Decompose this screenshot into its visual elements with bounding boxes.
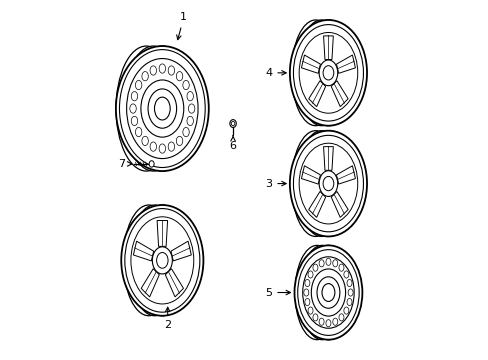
Text: 4: 4 (264, 68, 285, 78)
Ellipse shape (291, 131, 339, 237)
Ellipse shape (304, 20, 352, 126)
Ellipse shape (150, 142, 156, 151)
Ellipse shape (186, 116, 193, 126)
Ellipse shape (294, 246, 362, 340)
Ellipse shape (137, 205, 187, 316)
Ellipse shape (289, 20, 366, 126)
Ellipse shape (152, 247, 172, 274)
Polygon shape (301, 55, 320, 73)
Polygon shape (330, 192, 347, 217)
Ellipse shape (332, 260, 337, 267)
Ellipse shape (312, 264, 317, 271)
Ellipse shape (229, 120, 236, 127)
Polygon shape (157, 220, 167, 246)
Ellipse shape (297, 20, 345, 126)
Text: 6: 6 (229, 135, 236, 151)
Ellipse shape (123, 205, 174, 316)
Ellipse shape (183, 127, 189, 137)
Polygon shape (133, 241, 153, 261)
Ellipse shape (307, 271, 312, 278)
Ellipse shape (294, 246, 338, 340)
Ellipse shape (299, 246, 344, 340)
Ellipse shape (135, 80, 142, 90)
Ellipse shape (183, 80, 189, 90)
Ellipse shape (116, 46, 176, 171)
Ellipse shape (116, 46, 208, 171)
Ellipse shape (297, 131, 345, 237)
Polygon shape (165, 269, 183, 297)
Polygon shape (171, 241, 191, 261)
Ellipse shape (319, 260, 324, 267)
Ellipse shape (303, 289, 308, 296)
Polygon shape (301, 166, 320, 184)
Ellipse shape (149, 161, 154, 167)
Ellipse shape (304, 298, 309, 306)
Ellipse shape (168, 66, 174, 75)
Ellipse shape (154, 97, 170, 120)
Ellipse shape (188, 104, 194, 113)
Polygon shape (323, 147, 333, 170)
Polygon shape (330, 81, 347, 107)
Ellipse shape (156, 252, 168, 268)
Ellipse shape (347, 289, 352, 296)
Ellipse shape (307, 307, 312, 314)
Ellipse shape (176, 136, 183, 145)
Text: 7: 7 (118, 159, 132, 169)
Ellipse shape (346, 279, 351, 287)
Ellipse shape (168, 142, 174, 151)
Ellipse shape (304, 279, 309, 287)
Text: 2: 2 (164, 307, 171, 330)
Ellipse shape (346, 298, 351, 306)
Ellipse shape (131, 217, 193, 304)
Ellipse shape (176, 72, 183, 81)
Ellipse shape (332, 318, 337, 325)
Ellipse shape (323, 176, 333, 191)
Ellipse shape (323, 66, 333, 80)
Ellipse shape (129, 205, 180, 316)
Polygon shape (336, 55, 355, 73)
Ellipse shape (319, 171, 337, 197)
Ellipse shape (135, 127, 142, 137)
Ellipse shape (142, 72, 148, 81)
Text: 5: 5 (265, 288, 290, 297)
Ellipse shape (299, 32, 357, 113)
Ellipse shape (186, 91, 193, 101)
Ellipse shape (299, 143, 357, 224)
Ellipse shape (338, 264, 343, 271)
Ellipse shape (319, 60, 337, 86)
Ellipse shape (289, 131, 366, 237)
Polygon shape (336, 166, 355, 184)
Ellipse shape (304, 131, 352, 237)
Ellipse shape (306, 246, 350, 340)
Text: 1: 1 (176, 13, 187, 40)
Ellipse shape (132, 46, 192, 171)
Ellipse shape (159, 64, 165, 73)
Ellipse shape (312, 314, 317, 321)
Ellipse shape (150, 66, 156, 75)
Ellipse shape (343, 271, 348, 278)
Ellipse shape (338, 314, 343, 321)
Ellipse shape (130, 104, 136, 113)
Polygon shape (308, 81, 325, 107)
Ellipse shape (123, 46, 183, 171)
Ellipse shape (291, 20, 339, 126)
Ellipse shape (159, 144, 165, 153)
Ellipse shape (343, 307, 348, 314)
Polygon shape (308, 192, 325, 217)
Ellipse shape (322, 284, 334, 301)
Ellipse shape (325, 320, 330, 327)
Polygon shape (141, 269, 159, 297)
Polygon shape (323, 36, 333, 59)
Text: 3: 3 (265, 179, 285, 189)
Ellipse shape (142, 136, 148, 145)
Ellipse shape (319, 318, 324, 325)
Ellipse shape (131, 116, 138, 126)
Ellipse shape (325, 258, 330, 265)
Ellipse shape (131, 91, 138, 101)
Ellipse shape (121, 205, 203, 316)
